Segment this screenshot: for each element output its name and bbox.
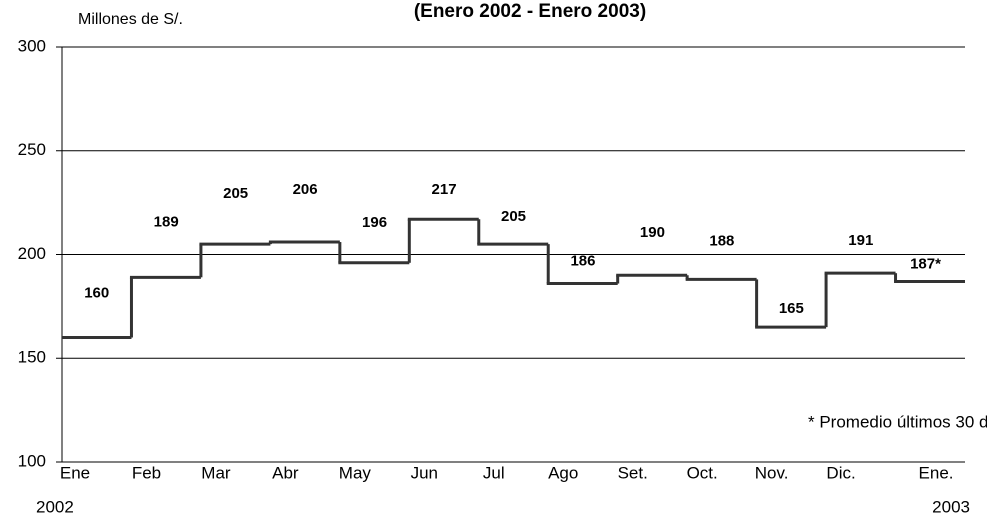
x-tick-label: Ene. — [919, 463, 954, 482]
x-tick-label: Jul — [483, 463, 505, 482]
chart-title: (Enero 2002 - Enero 2003) — [414, 1, 646, 22]
value-label: 205 — [223, 185, 248, 202]
y-tick-label: 250 — [18, 140, 46, 159]
y-tick-label: 300 — [18, 36, 46, 55]
x-tick-label: Dic. — [826, 463, 855, 482]
x-tick-label: Ene — [60, 463, 90, 482]
y-tick-label: 100 — [18, 451, 46, 470]
x-tick-label: Mar — [201, 463, 231, 482]
value-label: 190 — [640, 224, 665, 241]
value-label: 191 — [848, 232, 873, 249]
x-tick-label: Oct. — [687, 463, 718, 482]
year-label: 2002 — [36, 497, 74, 516]
x-tick-label: Ago — [548, 463, 578, 482]
value-label: 160 — [84, 284, 109, 301]
y-tick-label: 200 — [18, 244, 46, 263]
x-tick-label: May — [339, 463, 372, 482]
x-tick-label: Nov. — [755, 463, 789, 482]
x-tick-label: Jun — [411, 463, 438, 482]
x-tick-label: Abr — [272, 463, 299, 482]
year-label: 2003 — [932, 497, 970, 516]
value-label: 206 — [293, 181, 318, 198]
value-label: 187* — [910, 255, 941, 272]
value-label: 165 — [779, 300, 804, 317]
value-label: 196 — [362, 214, 387, 231]
value-label: 205 — [501, 208, 526, 225]
value-label: 217 — [432, 181, 457, 198]
x-tick-label: Feb — [132, 463, 161, 482]
value-label: 188 — [709, 232, 734, 249]
annotation: * Promedio últimos 30 días — [808, 412, 987, 431]
value-label: 186 — [570, 253, 595, 270]
x-tick-label: Set. — [618, 463, 648, 482]
y-tick-label: 150 — [18, 348, 46, 367]
y-axis-label: Millones de S/. — [78, 11, 183, 28]
value-label: 189 — [154, 213, 179, 230]
